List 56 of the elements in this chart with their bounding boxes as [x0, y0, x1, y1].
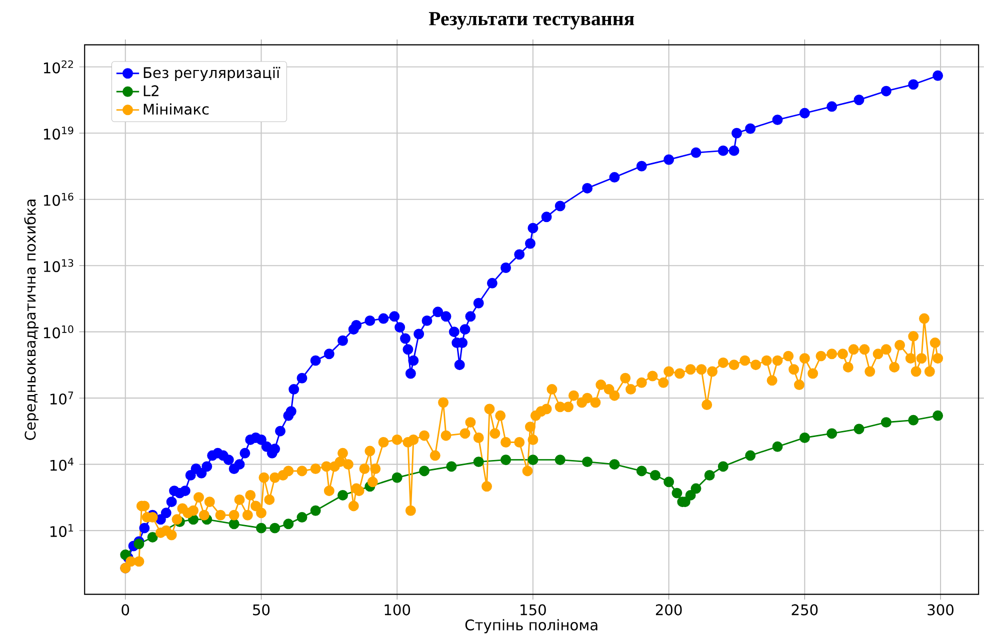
x-tick-label: 50: [253, 604, 270, 616]
point: [120, 550, 131, 560]
x-tick-label: 300: [928, 604, 954, 616]
point: [392, 472, 402, 483]
point: [690, 483, 702, 494]
point: [664, 476, 674, 488]
point: [772, 441, 783, 452]
y-tick-label: 10$^{10}$: [44, 325, 74, 338]
x-tick-label: 100: [384, 604, 410, 616]
point: [799, 432, 810, 443]
legend-label: Мінімакс: [144, 103, 209, 115]
x-axis-title: Ступінь полінома: [465, 619, 598, 634]
point: [826, 428, 838, 439]
point: [338, 490, 348, 500]
y-tick-label: 10$^{22}$: [44, 60, 73, 74]
y-axis-title: Середньоквадратична похибка: [24, 200, 39, 440]
point: [500, 454, 512, 466]
y-tick-label: 10$^{16}$: [44, 192, 74, 206]
point: [256, 522, 266, 534]
point: [582, 456, 593, 468]
point: [685, 490, 696, 500]
point: [283, 518, 294, 530]
point: [704, 470, 715, 480]
x-tick-label: 0: [122, 604, 130, 616]
y-tick-label: 10$^{1}$: [50, 524, 74, 538]
x-tick-label: 150: [520, 604, 546, 616]
point: [854, 424, 864, 434]
point: [228, 518, 240, 530]
y-tick-label: 10$^{19}$: [44, 126, 74, 140]
point: [718, 461, 728, 472]
x-tick-label: 250: [792, 604, 818, 616]
point: [419, 466, 430, 476]
legend-label: Без регуляризації: [144, 66, 280, 81]
point: [446, 461, 457, 472]
y-tick-label: 10$^{4}$: [50, 458, 74, 471]
point: [672, 488, 682, 498]
point: [880, 417, 892, 428]
point: [528, 454, 538, 466]
x-tick-label: 200: [656, 604, 682, 616]
point: [554, 454, 566, 466]
legend-label: L2: [144, 85, 158, 96]
point: [609, 459, 620, 470]
point: [650, 470, 660, 480]
point: [296, 512, 308, 522]
point: [270, 522, 280, 534]
chart-title: Результати тестування: [428, 12, 634, 30]
y-tick-label: 10$^{7}$: [50, 392, 74, 405]
point: [147, 532, 158, 542]
point: [310, 505, 321, 516]
point: [473, 456, 484, 468]
point: [134, 538, 144, 550]
point: [908, 414, 919, 426]
y-tick-label: 10$^{13}$: [44, 259, 74, 272]
point: [636, 466, 647, 476]
point: [932, 410, 944, 421]
point: [745, 450, 756, 461]
